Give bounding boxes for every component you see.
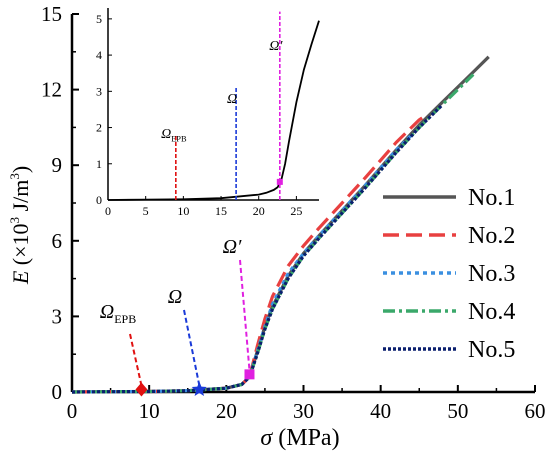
legend-label: No.2	[468, 223, 515, 249]
annotation-label: Ω	[168, 286, 182, 308]
inset-marker-label: Ω′	[269, 39, 283, 54]
inset-x-tick-label: 0	[105, 204, 111, 218]
inset-x-tick-label: 5	[143, 204, 149, 218]
annotation-leader	[239, 259, 251, 371]
legend-label: No.5	[468, 337, 515, 363]
inset-y-tick-label: 3	[96, 84, 102, 98]
inset-y-tick-label: 0	[96, 193, 102, 207]
y-tick-label: 12	[41, 78, 62, 102]
inset-x-tick-label: 10	[177, 204, 189, 218]
annotation-leader	[129, 333, 143, 386]
x-tick-label: 10	[139, 399, 160, 423]
series-line-no5	[71, 103, 444, 394]
inset-series-line	[107, 20, 320, 201]
inset-y-tick-label: 4	[96, 48, 102, 62]
x-tick-label: 50	[447, 399, 468, 423]
inset-y-tick-label: 1	[96, 157, 102, 171]
inset-background	[108, 8, 319, 200]
y-axis-label: E (×103 J/m3)	[7, 166, 33, 285]
x-tick-label: 0	[67, 399, 78, 423]
annotation-label: Ω′	[223, 236, 242, 258]
inset-marker-label: Ω	[227, 92, 237, 107]
inset-square-marker	[276, 178, 283, 185]
y-tick-label: 6	[52, 229, 63, 253]
inset-x-tick-label: 20	[253, 204, 265, 218]
annotation-square-marker	[244, 369, 255, 380]
x-tick-label: 40	[370, 399, 391, 423]
annotation-star-marker	[191, 381, 207, 396]
inset-x-tick-label: 15	[215, 204, 227, 218]
x-tick-label: 30	[293, 399, 314, 423]
y-tick-label: 3	[52, 304, 63, 328]
inset-chart: 0 5 10 15 20 25 0 1 2 3 4 5 ΩEPB Ω Ω′	[96, 8, 320, 218]
legend-label: No.1	[468, 185, 515, 211]
inset-y-tick-label: 5	[96, 12, 102, 26]
y-tick-label: 9	[52, 153, 63, 177]
x-tick-label: 20	[216, 399, 237, 423]
annotation-diamond-marker	[135, 382, 148, 397]
inset-x-tick-label: 25	[290, 204, 302, 218]
legend-label: No.3	[468, 261, 515, 287]
inset-y-tick-label: 2	[96, 121, 102, 135]
annotation-label: ΩEPB	[100, 301, 136, 326]
inset-marker-label: ΩEPB	[161, 127, 187, 144]
legend-label: No.4	[468, 299, 515, 325]
y-tick-label: 15	[41, 2, 62, 26]
legend: No.1 No.2 No.3 No.4 No.5	[383, 185, 515, 363]
main-series-group	[71, 55, 490, 394]
x-axis-label: σ (MPa)	[260, 425, 339, 451]
annotation-leader	[183, 309, 201, 386]
main-annotations: ΩEPB Ω Ω′	[100, 236, 255, 397]
y-tick-label: 0	[52, 380, 63, 404]
x-tick-label: 60	[525, 399, 546, 423]
